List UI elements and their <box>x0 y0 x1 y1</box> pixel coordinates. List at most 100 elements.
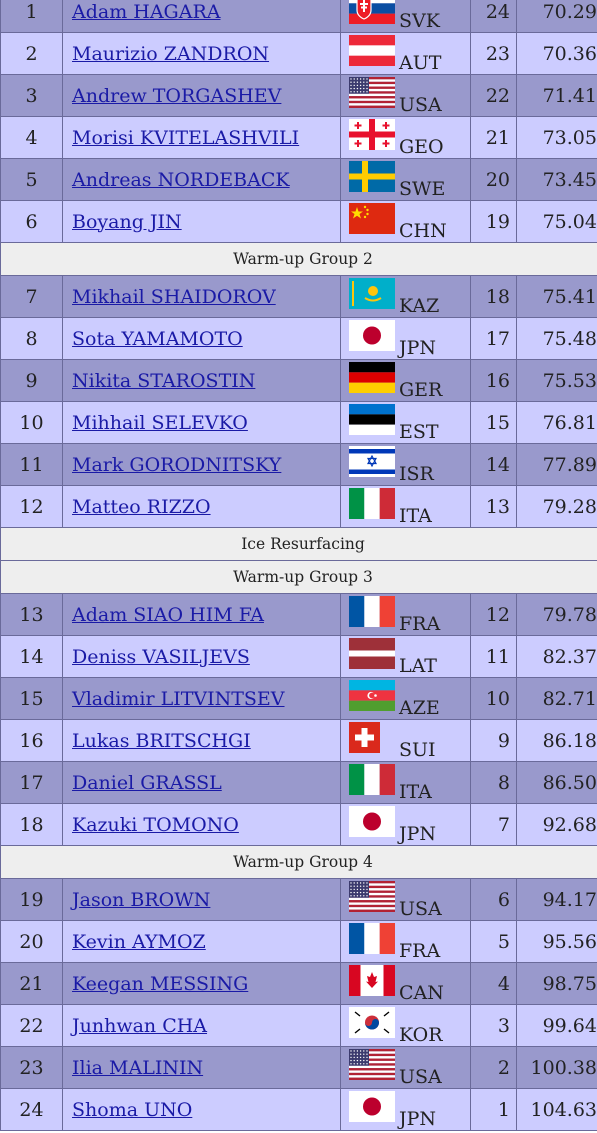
aze-flag-icon <box>349 679 395 711</box>
ranking-number: 15 <box>470 401 517 444</box>
skater-name-link[interactable]: Boyang JIN <box>72 210 182 233</box>
start-number: 10 <box>0 401 63 444</box>
lat-flag-icon <box>349 637 395 669</box>
jpn-flag-icon <box>349 805 395 837</box>
skater-name-link[interactable]: Mikhail SHAIDOROV <box>72 285 276 308</box>
skater-name-link[interactable]: Jason BROWN <box>72 888 211 911</box>
skater-name-link[interactable]: Lukas BRITSCHGI <box>72 729 251 752</box>
skater-name-link[interactable]: Nikita STAROSTIN <box>72 369 256 392</box>
geo-flag-icon <box>349 118 395 150</box>
table-row: 19 Jason BROWN USA 6 94.17 <box>0 878 597 921</box>
skater-name-link[interactable]: Sota YAMAMOTO <box>72 327 243 350</box>
isr-flag-icon <box>349 445 395 477</box>
start-number: 16 <box>0 719 63 762</box>
table-row: 5 Andreas NORDEBACK SWE 20 73.45 <box>0 158 597 201</box>
skater-name-link[interactable]: Daniel GRASSL <box>72 771 222 794</box>
nation-code: USA <box>399 1065 442 1088</box>
start-number: 1 <box>0 0 63 33</box>
start-number: 24 <box>0 1088 63 1131</box>
skater-name-link[interactable]: Andreas NORDEBACK <box>72 168 290 191</box>
skater-name-link[interactable]: Vladimir LITVINTSEV <box>72 687 285 710</box>
skater-name-cell: Jason BROWN <box>62 878 341 921</box>
score-value: 100.38 <box>516 1046 597 1089</box>
skater-name-link[interactable]: Shoma UNO <box>72 1098 193 1121</box>
nation-cell: ITA <box>340 485 471 528</box>
usa-flag-icon <box>349 1048 395 1080</box>
nation-code: SVK <box>399 9 440 32</box>
score-value: 75.41 <box>516 275 597 318</box>
ita-flag-icon <box>349 763 395 795</box>
score-value: 73.45 <box>516 158 597 201</box>
nation-code: SUI <box>399 738 436 761</box>
skater-name-link[interactable]: Mihhail SELEVKO <box>72 411 248 434</box>
skater-name-link[interactable]: Kazuki TOMONO <box>72 813 239 836</box>
usa-flag-icon <box>349 880 395 912</box>
group-label: Warm-up Group 4 <box>0 845 597 879</box>
ranking-number: 1 <box>470 1088 517 1131</box>
skater-name-link[interactable]: Keegan MESSING <box>72 972 249 995</box>
nation-code: USA <box>399 897 442 920</box>
swe-flag-icon <box>349 160 395 192</box>
nation-code: FRA <box>399 612 441 635</box>
nation-code: GEO <box>399 135 444 158</box>
table-row: 17 Daniel GRASSL ITA 8 86.50 <box>0 761 597 804</box>
table-row: 22 Junhwan CHA KOR 3 99.64 <box>0 1004 597 1047</box>
skater-name-link[interactable]: Junhwan CHA <box>72 1014 208 1037</box>
nation-cell: GEO <box>340 116 471 159</box>
score-value: 99.64 <box>516 1004 597 1047</box>
nation-cell: CAN <box>340 962 471 1005</box>
ranking-number: 13 <box>470 485 517 528</box>
nation-code: CHN <box>399 219 447 242</box>
score-value: 98.75 <box>516 962 597 1005</box>
fra-flag-icon <box>349 922 395 954</box>
score-value: 94.17 <box>516 878 597 921</box>
skater-name-cell: Adam SIAO HIM FA <box>62 593 341 636</box>
nation-cell: JPN <box>340 317 471 360</box>
ranking-number: 21 <box>470 116 517 159</box>
start-number: 20 <box>0 920 63 963</box>
ranking-number: 17 <box>470 317 517 360</box>
score-value: 104.63 <box>516 1088 597 1131</box>
ranking-number: 10 <box>470 677 517 720</box>
start-number: 5 <box>0 158 63 201</box>
skater-name-link[interactable]: Ilia MALININ <box>72 1056 204 1079</box>
table-row: 14 Deniss VASILJEVS LAT 11 82.37 <box>0 635 597 678</box>
score-value: 86.50 <box>516 761 597 804</box>
nation-cell: SWE <box>340 158 471 201</box>
score-value: 86.18 <box>516 719 597 762</box>
nation-cell: AUT <box>340 32 471 75</box>
group-label: Ice Resurfacing <box>0 527 597 561</box>
skater-name-link[interactable]: Maurizio ZANDRON <box>72 42 270 65</box>
skater-name-link[interactable]: Morisi KVITELASHVILI <box>72 126 300 149</box>
table-row: 10 Mihhail SELEVKO EST 15 76.81 <box>0 401 597 444</box>
skater-name-link[interactable]: Adam SIAO HIM FA <box>72 603 264 626</box>
skater-name-cell: Kevin AYMOZ <box>62 920 341 963</box>
group-separator-row: Warm-up Group 3 <box>0 560 597 594</box>
table-row: 23 Ilia MALININ USA 2 100.38 <box>0 1046 597 1089</box>
ranking-number: 16 <box>470 359 517 402</box>
table-row: 9 Nikita STAROSTIN GER 16 75.53 <box>0 359 597 402</box>
ranking-number: 11 <box>470 635 517 678</box>
skater-name-link[interactable]: Adam HAGARA <box>72 0 221 23</box>
group-separator-row: Warm-up Group 2 <box>0 242 597 276</box>
skater-name-cell: Adam HAGARA <box>62 0 341 33</box>
skater-name-link[interactable]: Mark GORODNITSKY <box>72 453 282 476</box>
table-row: 12 Matteo RIZZO ITA 13 79.28 <box>0 485 597 528</box>
start-number: 14 <box>0 635 63 678</box>
skater-name-link[interactable]: Kevin AYMOZ <box>72 930 206 953</box>
skater-name-link[interactable]: Matteo RIZZO <box>72 495 211 518</box>
ranking-number: 4 <box>470 962 517 1005</box>
skater-name-link[interactable]: Andrew TORGASHEV <box>72 84 282 107</box>
start-number: 8 <box>0 317 63 360</box>
skater-name-link[interactable]: Deniss VASILJEVS <box>72 645 250 668</box>
start-number: 23 <box>0 1046 63 1089</box>
chn-flag-icon <box>349 202 395 234</box>
score-value: 73.05 <box>516 116 597 159</box>
nation-code: KOR <box>399 1023 443 1046</box>
nation-code: FRA <box>399 939 441 962</box>
skater-name-cell: Mark GORODNITSKY <box>62 443 341 486</box>
table-row: 16 Lukas BRITSCHGI SUI 9 86.18 <box>0 719 597 762</box>
nation-cell: ISR <box>340 443 471 486</box>
